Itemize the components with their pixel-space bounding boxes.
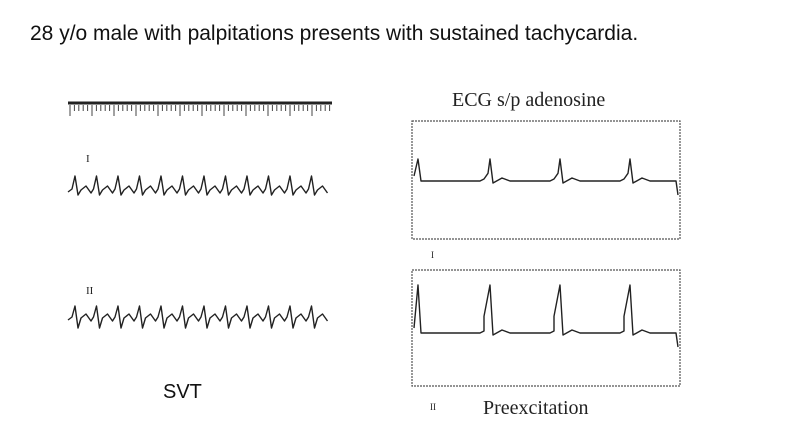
ecg-trace [413, 158, 679, 196]
ecg-trace [67, 305, 329, 329]
adenosine-panel: ECG s/p adenosine I II Preexcitation [411, 89, 681, 419]
ecg-trace [413, 284, 679, 348]
lead-label: II [86, 285, 94, 297]
panel-title: ECG s/p adenosine [452, 89, 605, 111]
caption: Preexcitation [483, 397, 589, 419]
caption: SVT [163, 381, 202, 403]
strip-frame [411, 269, 681, 387]
slide-title: 28 y/o male with palpitations presents w… [30, 22, 638, 45]
ruler-ticks [69, 105, 331, 116]
ecg-trace [67, 175, 329, 196]
lead-label: II [430, 402, 436, 412]
lead-label: I [86, 153, 90, 165]
lead-label: I [431, 250, 434, 260]
strip-frame [411, 120, 681, 240]
svt-panel: I II SVT [67, 101, 332, 403]
